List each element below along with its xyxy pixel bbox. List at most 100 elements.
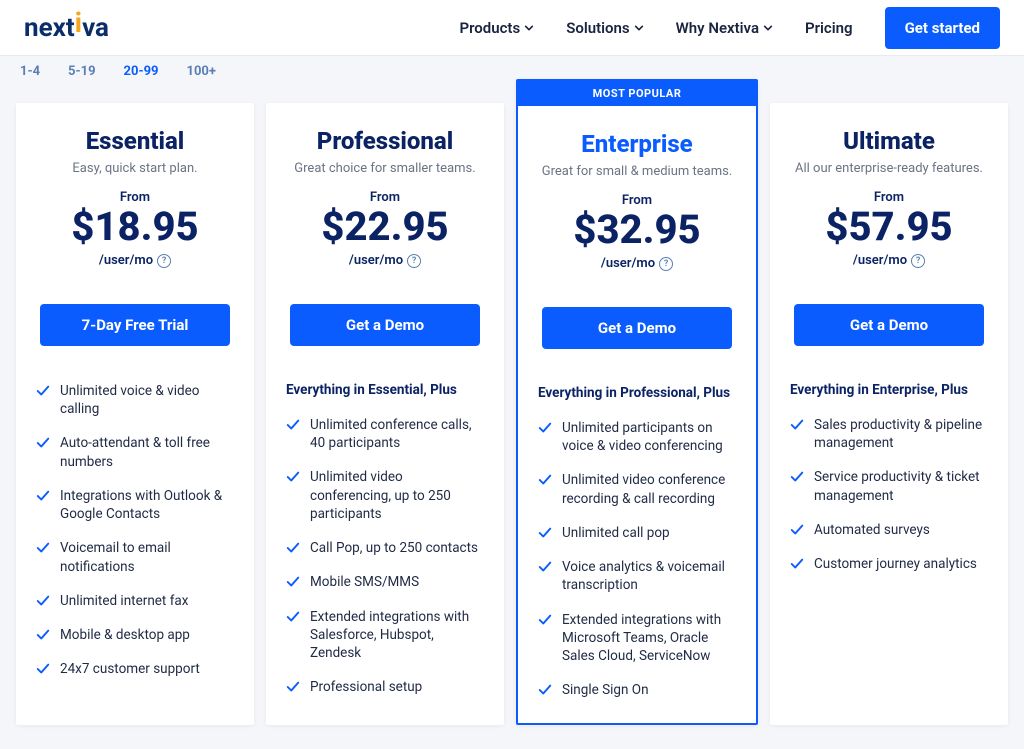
plan-cta-button[interactable]: Get a Demo (290, 304, 480, 346)
nav-item-label: Pricing (805, 19, 853, 37)
check-icon (36, 541, 50, 555)
nav-item-why-nextiva[interactable]: Why Nextiva (676, 19, 773, 37)
main-nav: Products Solutions Why Nextiva Pricing Get s… (459, 7, 1000, 49)
feature-item: Unlimited internet fax (36, 592, 234, 610)
feature-text: Customer journey analytics (814, 555, 977, 573)
check-icon (538, 613, 552, 627)
feature-text: Auto-attendant & toll free numbers (60, 434, 234, 470)
nav-item-label: Why Nextiva (676, 19, 759, 37)
logo-text-b: va (82, 13, 109, 43)
plan-features: Everything in Professional, Plus Unlimite… (518, 349, 756, 723)
feature-item: Unlimited video conference recording & c… (538, 471, 736, 507)
per-user-label: /user/mo ? (349, 253, 421, 268)
feature-text: Extended integrations with Microsoft Tea… (562, 611, 736, 666)
check-icon (538, 473, 552, 487)
pricing-card-essential: EssentialEasy, quick start plan.From$18.… (16, 103, 254, 725)
check-icon (36, 384, 50, 398)
check-icon (286, 575, 300, 589)
tier-tab-1-4[interactable]: 1-4 (20, 64, 40, 79)
plan-cta-button[interactable]: Get a Demo (794, 304, 984, 346)
nav-item-pricing[interactable]: Pricing (805, 19, 853, 37)
logo[interactable]: nextiva (24, 11, 109, 44)
plan-price: $32.95 (534, 208, 740, 252)
plan-cta-button[interactable]: 7-Day Free Trial (40, 304, 230, 346)
plan-cta-button[interactable]: Get a Demo (542, 307, 732, 349)
check-icon (36, 662, 50, 676)
check-icon (36, 436, 50, 450)
info-icon[interactable]: ? (407, 254, 421, 268)
feature-text: Integrations with Outlook & Google Conta… (60, 487, 234, 523)
check-icon (286, 418, 300, 432)
feature-item: Professional setup (286, 678, 484, 696)
feature-item: Unlimited conference calls, 40 participa… (286, 416, 484, 452)
tier-tab-20-99[interactable]: 20-99 (124, 64, 159, 79)
check-icon (286, 470, 300, 484)
feature-item: Unlimited voice & video calling (36, 382, 234, 418)
feature-text: 24x7 customer support (60, 660, 200, 678)
feature-text: Automated surveys (814, 521, 930, 539)
feature-item: Voicemail to email notifications (36, 539, 234, 575)
feature-text: Unlimited video conference recording & c… (562, 471, 736, 507)
feature-item: Sales productivity & pipeline management (790, 416, 988, 452)
pricing-card-ultimate: UltimateAll our enterprise-ready feature… (770, 103, 1008, 725)
feature-list: Unlimited voice & video calling Auto-atte… (36, 382, 234, 678)
check-icon (790, 418, 804, 432)
feature-item: Extended integrations with Microsoft Tea… (538, 611, 736, 666)
feature-item: 24x7 customer support (36, 660, 234, 678)
plan-price: $22.95 (282, 205, 488, 249)
feature-text: Single Sign On (562, 681, 649, 699)
feature-text: Unlimited participants on voice & video … (562, 419, 736, 455)
nav-item-solutions[interactable]: Solutions (566, 19, 643, 37)
feature-text: Call Pop, up to 250 contacts (310, 539, 478, 557)
feature-item: Single Sign On (538, 681, 736, 699)
per-user-label: /user/mo ? (601, 256, 673, 271)
check-icon (36, 594, 50, 608)
check-icon (790, 557, 804, 571)
pricing-card-professional: ProfessionalGreat choice for smaller tea… (266, 103, 504, 725)
nav-item-products[interactable]: Products (459, 19, 534, 37)
feature-list: Unlimited participants on voice & video … (538, 419, 736, 699)
per-user-label: /user/mo ? (853, 253, 925, 268)
chevron-down-icon (763, 23, 773, 33)
user-count-tabs: 1-4 5-19 20-99 100+ (0, 56, 1024, 79)
feature-text: Voicemail to email notifications (60, 539, 234, 575)
feature-text: Mobile SMS/MMS (310, 573, 419, 591)
pricing-cards: EssentialEasy, quick start plan.From$18.… (0, 79, 1024, 749)
plan-title: Professional (282, 127, 488, 155)
plan-features: Everything in Essential, PlusUnlimited c… (266, 346, 504, 720)
check-icon (538, 560, 552, 574)
nav-item-label: Solutions (566, 19, 629, 37)
chevron-down-icon (634, 23, 644, 33)
feature-text: Extended integrations with Salesforce, H… (310, 608, 484, 663)
check-icon (790, 523, 804, 537)
check-icon (538, 683, 552, 697)
info-icon[interactable]: ? (157, 254, 171, 268)
feature-item: Mobile SMS/MMS (286, 573, 484, 591)
check-icon (790, 470, 804, 484)
feature-item: Mobile & desktop app (36, 626, 234, 644)
feature-item: Service productivity & ticket management (790, 468, 988, 504)
feature-text: Service productivity & ticket management (814, 468, 988, 504)
check-icon (286, 610, 300, 624)
check-icon (286, 680, 300, 694)
tier-tab-100plus[interactable]: 100+ (187, 64, 216, 79)
info-icon[interactable]: ? (911, 254, 925, 268)
feature-list: Unlimited conference calls, 40 participa… (286, 416, 484, 696)
check-icon (36, 489, 50, 503)
plan-title: Enterprise (534, 130, 740, 158)
tier-tab-5-19[interactable]: 5-19 (68, 64, 96, 79)
feature-item: Customer journey analytics (790, 555, 988, 573)
card-header: EssentialEasy, quick start plan.From$18.… (16, 103, 254, 284)
info-icon[interactable]: ? (659, 257, 673, 271)
everything-heading: Everything in Enterprise, Plus (790, 382, 988, 398)
everything-heading: Everything in Professional, Plus (538, 385, 736, 401)
plan-subtitle: All our enterprise-ready features. (786, 161, 992, 176)
feature-list: Sales productivity & pipeline management… (790, 416, 988, 573)
get-started-button[interactable]: Get started (885, 7, 1000, 49)
plan-features: Everything in Enterprise, Plus Sales prod… (770, 346, 1008, 597)
feature-text: Unlimited conference calls, 40 participa… (310, 416, 484, 452)
feature-item: Extended integrations with Salesforce, H… (286, 608, 484, 663)
logo-text-a: next (24, 13, 75, 43)
check-icon (36, 628, 50, 642)
feature-text: Mobile & desktop app (60, 626, 190, 644)
